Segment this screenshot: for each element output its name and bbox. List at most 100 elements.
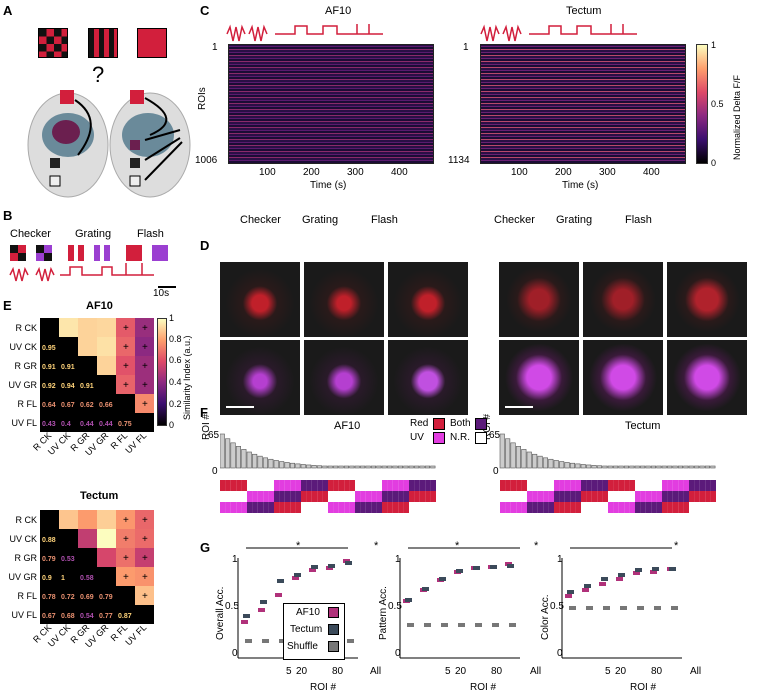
- e-tectum-cell: [135, 548, 154, 567]
- f-af10-bar: [300, 464, 306, 469]
- f-af10-bar: [306, 464, 312, 469]
- e-tectum-cell: [135, 529, 154, 548]
- e-af10-cell: [135, 413, 154, 432]
- f-af10-response-cell: [317, 502, 323, 513]
- f-tectum-response-cell: [651, 502, 657, 513]
- f-tectum-response-cell: [554, 502, 560, 513]
- f-af10-response-cell: [322, 480, 328, 491]
- f-af10-response-cell: [338, 480, 345, 491]
- g2-point-tectum: [456, 569, 463, 573]
- g1-xtick-5: 5: [286, 666, 292, 677]
- f-tectum-response-cell: [554, 491, 560, 502]
- f-af10-response-cell: [247, 502, 253, 513]
- f-tectum-response-cell: [662, 502, 668, 513]
- e-tectum-cell: [40, 605, 59, 624]
- sim-tick-08: 0.8: [169, 334, 182, 344]
- f-af10-response-cell: [365, 491, 372, 502]
- g1-point-shuffle: [347, 639, 354, 643]
- e-af10-sig-star: +: [142, 342, 148, 353]
- f-af10-response-cell: [376, 480, 382, 491]
- f-tectum-response-cell: [500, 480, 506, 491]
- f-af10-response-cell: [284, 502, 291, 513]
- sim-tick-02: 0.2: [169, 399, 182, 409]
- e-af10-sig-star: +: [142, 380, 148, 391]
- f-tectum-response-cell: [548, 480, 554, 491]
- tectum-uv-flash-image: [667, 340, 747, 415]
- f-af10-response-cell: [230, 491, 237, 502]
- f-af10-ymax: 65: [208, 430, 220, 441]
- e-tectum-value: 0.9: [42, 575, 52, 582]
- g2-point-shuffle: [458, 623, 465, 627]
- zebrafish-brain-schematic: [27, 90, 191, 198]
- e-af10-cell: [97, 356, 116, 375]
- f-af10-response-cell: [355, 480, 361, 491]
- f-af10-response-cell: [403, 502, 409, 513]
- f-af10-response-cell: [387, 480, 393, 491]
- f-tectum-response-cell: [667, 491, 673, 502]
- f-af10-response-cell: [382, 502, 388, 513]
- f-af10-response-cell: [387, 491, 393, 502]
- e-tectum-cell: [116, 567, 135, 586]
- f-af10-response-cell: [317, 491, 323, 502]
- e-af10-cell: [78, 413, 97, 432]
- f-tectum-response-cell: [656, 480, 662, 491]
- f-af10-bar: [376, 465, 382, 469]
- g1-point-shuffle: [279, 639, 286, 643]
- f-af10-bar: [311, 465, 317, 469]
- f-tectum-response-cell: [699, 502, 706, 513]
- e-af10-value: 0.43: [42, 421, 56, 428]
- f-af10-bar: [408, 465, 414, 469]
- f-tectum-bar: [505, 438, 511, 469]
- f-tectum-response-cell: [537, 491, 544, 502]
- f-tectum-bar: [683, 465, 689, 469]
- g2-xtick-20: 20: [455, 666, 467, 677]
- f-af10-response-cell: [328, 491, 334, 502]
- tectum-scale-bar: [505, 406, 533, 408]
- f-af10-bar: [273, 460, 279, 469]
- g1-xtick-80: 80: [332, 666, 344, 677]
- g3-point-af10: [565, 594, 572, 598]
- f-af10-response-cell: [263, 491, 269, 502]
- e-af10-cell: [135, 337, 154, 356]
- f-tectum-bar: [704, 465, 711, 469]
- tectum-red-checker-image: [499, 262, 579, 337]
- f-tectum-response-cell: [570, 480, 576, 491]
- e-tectum-cell: [78, 529, 97, 548]
- tectum-red-grating-image: [583, 262, 663, 337]
- f-tectum-bar: [699, 465, 705, 469]
- g1-xlabel: ROI #: [310, 682, 337, 693]
- f-af10-response-cell: [241, 480, 247, 491]
- f-tectum-response-cell: [618, 491, 625, 502]
- e-tectum-cell: [78, 586, 97, 605]
- e-af10-sig-star: +: [123, 342, 129, 353]
- f-tectum-bar: [532, 453, 538, 469]
- f-af10-response-cell: [306, 491, 312, 502]
- e-tectum-cell: [40, 529, 59, 548]
- f-af10-response-cell: [274, 480, 280, 491]
- f-af10-bar: [241, 449, 247, 469]
- e-tectum-value: 0.87: [118, 613, 132, 620]
- e-tectum-cell: [97, 529, 116, 548]
- stim-label-checker: Checker: [10, 228, 51, 240]
- g1-point-tectum: [345, 561, 352, 565]
- g2-star-a: *: [455, 540, 460, 552]
- g3-point-tectum: [635, 568, 642, 572]
- f-af10-bar: [252, 453, 258, 469]
- f-tectum-response-cell: [651, 491, 657, 502]
- e-tectum-row-label: UV FL: [11, 610, 37, 620]
- f-af10-bar: [327, 465, 333, 469]
- f-af10-response-cell: [387, 502, 393, 513]
- tectum-y-top: 1: [463, 42, 469, 53]
- e-tectum-sig-star: +: [123, 572, 129, 583]
- tectum-red-flash-image: [667, 262, 747, 337]
- f-tectum-response-cell: [510, 491, 517, 502]
- f-tectum-response-cell: [629, 480, 635, 491]
- f-af10-response-cell: [430, 480, 436, 491]
- e-af10-row-label: UV CK: [9, 342, 37, 352]
- f-af10-response-cell: [311, 491, 318, 502]
- f-af10-response-cell: [274, 491, 280, 502]
- af10-red-flash-image: [388, 262, 468, 337]
- f-af10-response-cell: [376, 502, 382, 513]
- grating-stimulus-icon: [88, 28, 118, 58]
- f-af10-bar: [220, 433, 225, 469]
